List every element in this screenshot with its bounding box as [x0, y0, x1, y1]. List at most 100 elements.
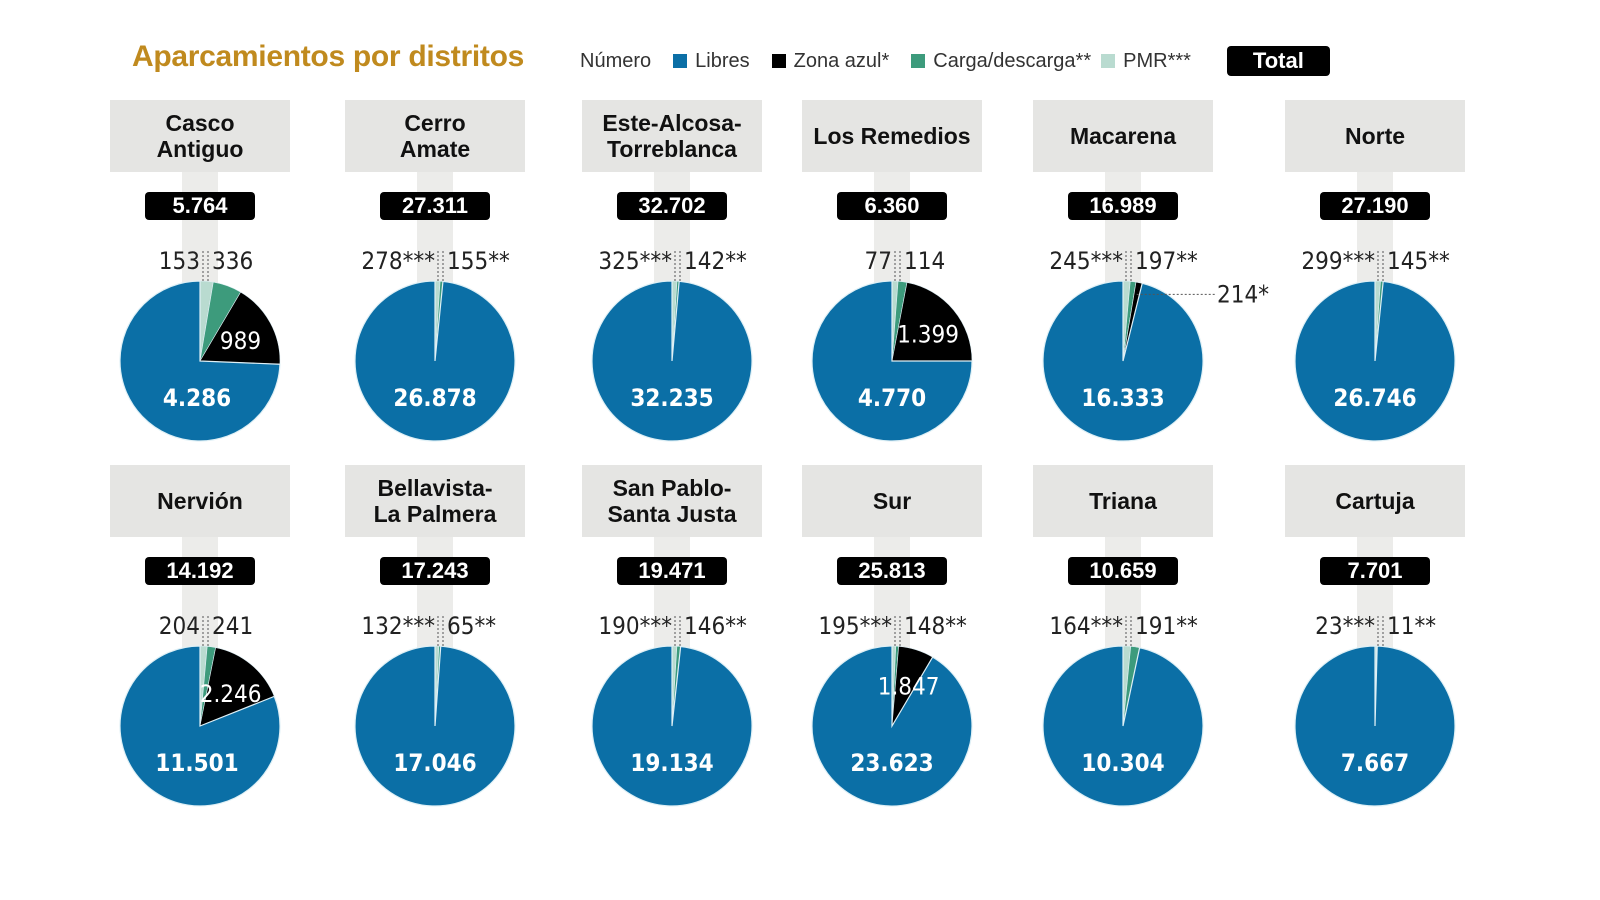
pmr-label: 132***: [361, 612, 435, 640]
pmr-label: 23***: [1315, 612, 1375, 640]
legend-swatch: [673, 54, 688, 68]
pie-slice-libres: [1294, 645, 1456, 807]
legend-swatch: [911, 54, 926, 68]
pie-chart: 195*** 148** 1.847 23.623: [811, 612, 973, 807]
total-badge: 6.360: [837, 192, 947, 220]
azul-label: 1.847: [878, 672, 940, 700]
total-badge: 27.190: [1320, 192, 1430, 220]
total-badge: 7.701: [1320, 557, 1430, 585]
carga-label: 336: [212, 247, 253, 275]
pie-slice-libres: [811, 280, 973, 442]
legend-swatch: [1101, 54, 1116, 68]
total-badge: 25.813: [837, 557, 947, 585]
district-name: San Pablo- Santa Justa: [582, 465, 762, 537]
legend-numero-label: Número: [580, 49, 652, 72]
pie-slice-libres: [119, 645, 281, 807]
carga-label: 155**: [447, 247, 510, 275]
legend-label: PMR***: [1123, 49, 1191, 72]
district-name: Los Remedios: [802, 100, 982, 172]
pie-chart: 278*** 155** 26.878: [354, 247, 516, 442]
legend-numero: Número: [580, 50, 651, 73]
libres-label: 11.501: [155, 749, 238, 777]
carga-label: 148**: [904, 612, 967, 640]
pie-chart: 204 241 2.246 11.501: [119, 612, 281, 807]
pmr-label: 325***: [598, 247, 672, 275]
district-name: Nervión: [110, 465, 290, 537]
pmr-label: 195***: [818, 612, 892, 640]
pie-chart: 190*** 146** 19.134: [591, 612, 753, 807]
pie-slice-azul: [199, 647, 275, 727]
libres-label: 32.235: [630, 384, 713, 412]
azul-label: 2.246: [200, 680, 262, 708]
libres-label: 17.046: [393, 749, 476, 777]
carga-label: 197**: [1135, 247, 1198, 275]
pmr-label: 153: [159, 247, 200, 275]
total-badge: 14.192: [145, 557, 255, 585]
legend-total-badge: Total: [1226, 46, 1330, 76]
legend-item-zona-azul: Zona azul*: [771, 50, 889, 73]
pie-slice-libres: [354, 645, 516, 807]
carga-label: 241: [212, 612, 253, 640]
pie-slice-libres: [591, 280, 753, 442]
pie-slice-libres: [119, 280, 281, 442]
legend-label: Carga/descarga**: [933, 49, 1092, 72]
carga-label: 65**: [447, 612, 496, 640]
total-badge: 19.471: [617, 557, 727, 585]
total-badge: 17.243: [380, 557, 490, 585]
carga-label: 146**: [684, 612, 747, 640]
carga-label: 145**: [1387, 247, 1450, 275]
total-badge: 16.989: [1068, 192, 1178, 220]
libres-label: 4.770: [858, 384, 926, 412]
pie-slice-libres: [591, 645, 753, 807]
pmr-label: 77: [865, 247, 892, 275]
pie-chart: 245*** 197** 214* 16.333: [1042, 247, 1269, 442]
legend-item-carga: Carga/descarga**: [911, 50, 1091, 73]
district-name: Triana: [1033, 465, 1213, 537]
pmr-label: 164***: [1049, 612, 1123, 640]
libres-label: 7.667: [1341, 749, 1409, 777]
libres-label: 19.134: [630, 749, 713, 777]
carga-label: 142**: [684, 247, 747, 275]
pmr-label: 278***: [361, 247, 435, 275]
pie-slice-libres: [1294, 280, 1456, 442]
pie-slice-libres: [1042, 645, 1204, 807]
pie-slice-libres: [354, 280, 516, 442]
pie-slice-libres: [811, 645, 973, 807]
pmr-label: 245***: [1049, 247, 1123, 275]
pmr-label: 299***: [1301, 247, 1375, 275]
district-name: Este-Alcosa- Torreblanca: [582, 100, 762, 172]
total-badge: 5.764: [145, 192, 255, 220]
pmr-label: 190***: [598, 612, 672, 640]
pie-chart: 23*** 11** 7.667: [1294, 612, 1456, 807]
pmr-label: 204: [159, 612, 200, 640]
district-name: Casco Antiguo: [110, 100, 290, 172]
carga-label: 114: [904, 247, 945, 275]
district-name: Cerro Amate: [345, 100, 525, 172]
pie-chart: 325*** 142** 32.235: [591, 247, 753, 442]
pie-slice-libres: [1042, 280, 1204, 442]
azul-label: 214*: [1217, 280, 1269, 308]
libres-label: 26.878: [393, 384, 476, 412]
district-name: Macarena: [1033, 100, 1213, 172]
district-name: Sur: [802, 465, 982, 537]
carga-label: 11**: [1387, 612, 1436, 640]
libres-label: 16.333: [1081, 384, 1164, 412]
carga-label: 191**: [1135, 612, 1198, 640]
libres-label: 10.304: [1081, 749, 1164, 777]
chart-title: Aparcamientos por distritos: [132, 40, 524, 73]
district-name: Norte: [1285, 100, 1465, 172]
pie-chart: 77 114 1.399 4.770: [811, 247, 973, 442]
libres-label: 23.623: [850, 749, 933, 777]
pie-slice-azul: [199, 291, 281, 365]
pie-slice-azul: [891, 282, 973, 362]
total-badge: 10.659: [1068, 557, 1178, 585]
district-name: Cartuja: [1285, 465, 1465, 537]
legend-item-libres: Libres: [673, 50, 750, 73]
legend-swatch: [771, 54, 786, 68]
total-badge: 32.702: [617, 192, 727, 220]
azul-label: 1.399: [897, 320, 959, 348]
libres-label: 26.746: [1333, 384, 1416, 412]
pie-chart: 153 336 989 4.286: [119, 247, 281, 442]
pie-chart: 132*** 65** 17.046: [354, 612, 516, 807]
legend-item-pmr: PMR***: [1101, 50, 1191, 73]
